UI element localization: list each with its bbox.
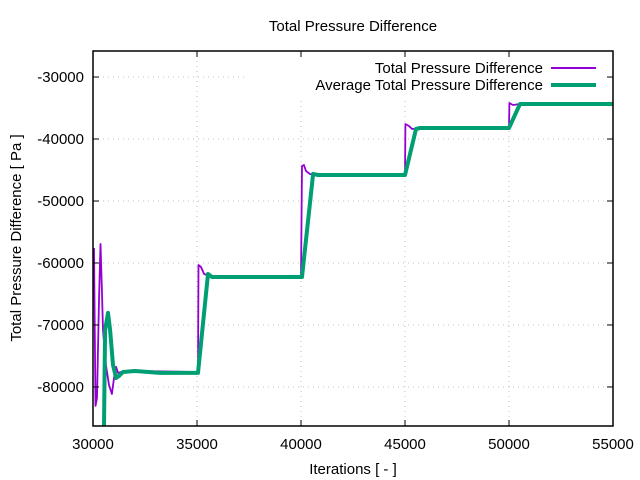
y-tick-label: -70000 [37,317,84,334]
y-axis-title: Total Pressure Difference [ Pa ] [8,134,25,341]
y-tick-label: -60000 [37,255,84,272]
plot-frame [92,50,614,427]
x-tick-label: 45000 [384,436,426,453]
chart-title: Total Pressure Difference [269,18,437,35]
y-tick-label: -40000 [37,131,84,148]
x-axis-title: Iterations [ - ] [309,461,397,478]
y-tick-label: -50000 [37,193,84,210]
x-tick-label: 50000 [488,436,530,453]
series-line-average-total-pressure-difference [102,102,613,426]
x-tick-label: 40000 [280,436,322,453]
legend: Total Pressure Difference Average Total … [315,60,596,94]
legend-box [245,57,612,97]
legend-label-total-pressure-difference: Total Pressure Difference [375,60,543,77]
x-tick-labels: 30000 35000 40000 45000 50000 55000 [72,436,634,453]
series-layer [93,102,613,426]
y-tick-label: -30000 [37,69,84,86]
legend-background [245,57,612,97]
y-tick-label: -80000 [37,379,84,396]
y-tick-labels: -30000 -40000 -50000 -60000 -70000 -8000… [37,69,84,396]
x-tick-label: 35000 [176,436,218,453]
x-tick-label: 55000 [592,436,634,453]
ticks [92,51,614,426]
x-tick-label: 30000 [72,436,114,453]
legend-label-average-total-pressure-difference: Average Total Pressure Difference [315,77,543,94]
